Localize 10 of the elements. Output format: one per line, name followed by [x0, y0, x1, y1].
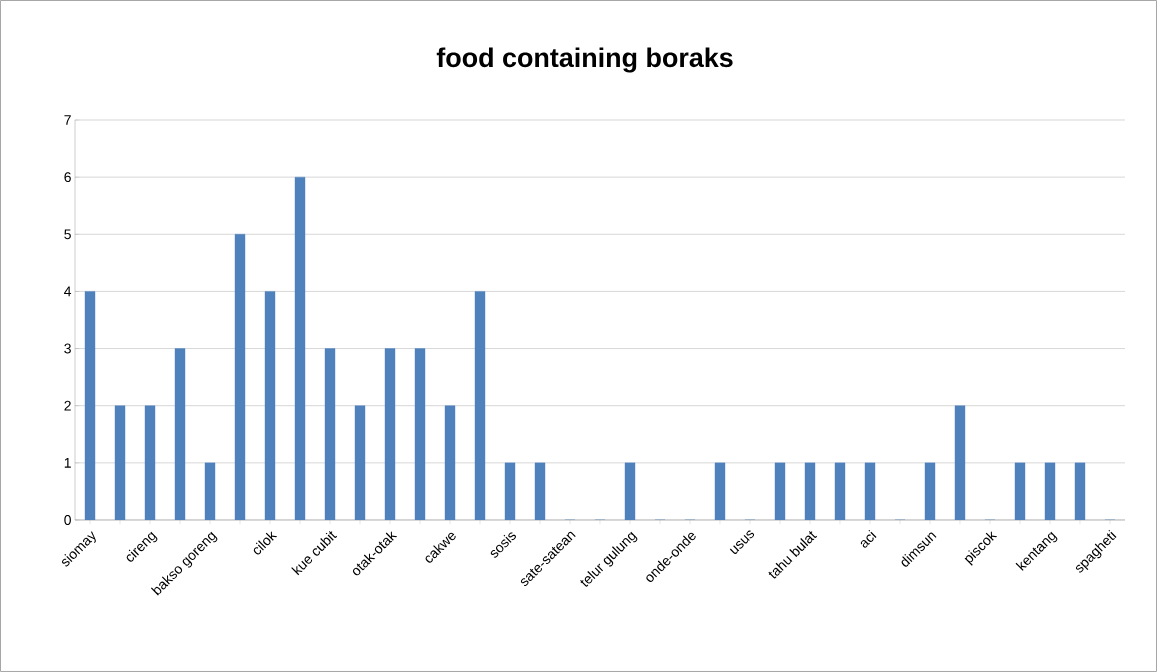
y-tick-label: 0: [64, 515, 71, 525]
y-tick-label: 6: [64, 172, 71, 183]
x-tick-label: aci: [860, 529, 877, 548]
y-tick-label: 3: [64, 343, 71, 354]
y-tick-label: 2: [64, 400, 71, 411]
y-tick-label: 5: [64, 229, 71, 240]
y-tick-label: 1: [64, 458, 71, 468]
chart-title: food containing boraks: [436, 47, 733, 73]
y-tick-label: 4: [64, 286, 72, 297]
y-tick-label: 7: [64, 115, 71, 125]
